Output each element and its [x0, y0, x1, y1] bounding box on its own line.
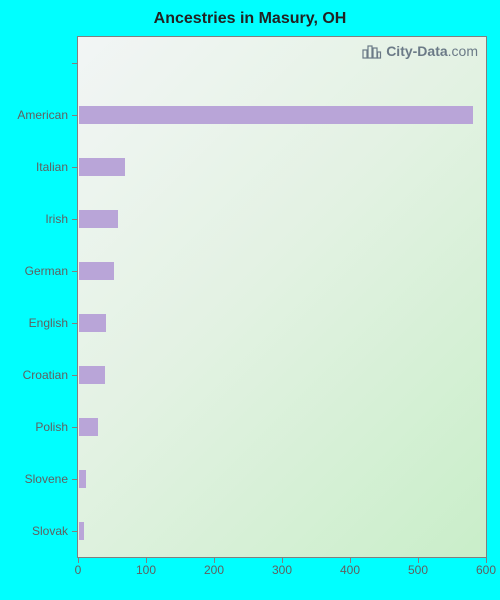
x-tick-label: 600: [476, 563, 496, 577]
attribution: City-Data.com: [362, 43, 478, 59]
bar: [79, 470, 86, 488]
attribution-text: City-Data.com: [386, 43, 478, 59]
bar: [79, 262, 114, 280]
y-tick-label: Polish: [6, 420, 68, 434]
bar: [79, 522, 84, 540]
bar: [79, 314, 106, 332]
plot-area: City-Data.com 0100200300400500600America…: [77, 36, 487, 558]
y-tick-label: Slovene: [6, 472, 68, 486]
bar: [79, 210, 118, 228]
y-tick-label: American: [6, 108, 68, 122]
attribution-suffix: .com: [448, 43, 478, 59]
x-tick-label: 0: [75, 563, 82, 577]
y-tick: [72, 115, 78, 116]
x-tick-label: 200: [204, 563, 224, 577]
y-tick: [72, 219, 78, 220]
y-tick: [72, 323, 78, 324]
x-tick-label: 400: [340, 563, 360, 577]
y-tick: [72, 531, 78, 532]
city-skyline-icon: [362, 43, 382, 59]
x-tick-label: 500: [408, 563, 428, 577]
y-tick-label: Slovak: [6, 524, 68, 538]
y-tick: [72, 479, 78, 480]
bar: [79, 158, 125, 176]
chart-title: Ancestries in Masury, OH: [0, 10, 500, 28]
y-tick: [72, 375, 78, 376]
bar: [79, 106, 473, 124]
attribution-brand: City-Data: [386, 43, 447, 59]
bar: [79, 418, 98, 436]
y-tick-label: Croatian: [6, 368, 68, 382]
y-tick: [72, 271, 78, 272]
y-tick: [72, 167, 78, 168]
y-tick-label: English: [6, 316, 68, 330]
y-tick: [72, 63, 78, 64]
y-tick: [72, 427, 78, 428]
y-tick-label: Italian: [6, 160, 68, 174]
y-tick-label: Irish: [6, 212, 68, 226]
x-tick-label: 300: [272, 563, 292, 577]
y-tick-label: German: [6, 264, 68, 278]
x-tick-label: 100: [136, 563, 156, 577]
bar: [79, 366, 105, 384]
